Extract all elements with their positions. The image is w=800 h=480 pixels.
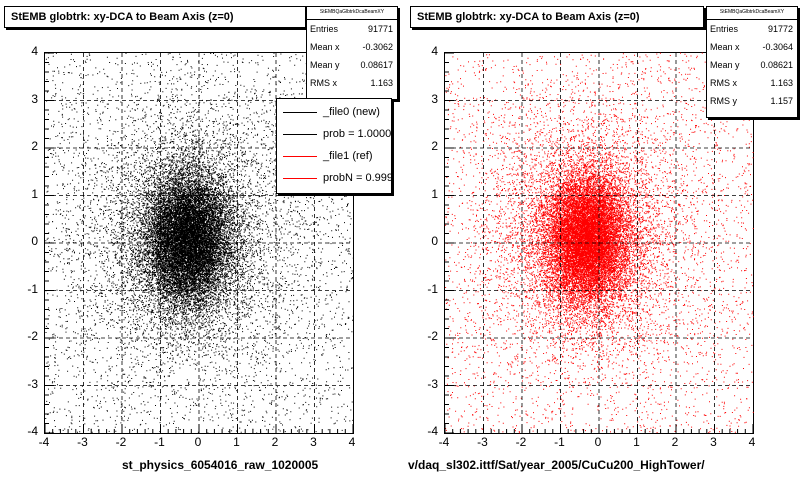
right-plot-title: StEMB globtrk: xy-DCA to Beam Axis (z=0) (410, 6, 704, 28)
legend-label: prob = 1.000000 (323, 128, 392, 140)
x-tick-label: -3 (477, 435, 488, 449)
stats-value: -0.3062 (362, 42, 393, 52)
legend-line-swatch (283, 133, 317, 135)
stats-row: Mean x -0.3064 (707, 38, 797, 56)
stats-row: Entries 91772 (707, 20, 797, 38)
legend-entry: _file1 (ref) (277, 145, 391, 167)
right-stats-header: StEMBQaGlbtrkDcaBeamXY (707, 7, 797, 20)
stats-row: Mean y 0.08621 (707, 56, 797, 74)
x-tick-label: 3 (710, 435, 717, 449)
stats-value: 0.08617 (360, 60, 393, 70)
stats-value: -0.3064 (762, 42, 793, 52)
y-tick-label: 1 (31, 186, 38, 201)
comparison-legend: _file0 (new) prob = 1.000000 _file1 (ref) p… (276, 98, 392, 194)
stats-label: Entries (310, 24, 339, 34)
stats-label: Mean x (310, 42, 340, 52)
x-tick-label: 2 (271, 435, 279, 449)
x-tick-label: -1 (554, 435, 565, 449)
left-plot-pad: -4 -3 -2 -1 0 1 2 3 4 -4 -3 -2 -1 0 1 2 3 4 StEMB globtrk… (4, 6, 398, 472)
stats-label: RMS x (310, 78, 337, 88)
x-tick-label: 2 (671, 435, 679, 449)
stats-row: Entries 91771 (307, 20, 397, 38)
x-tick-label: 4 (748, 435, 756, 449)
scatter-points-1 (445, 52, 754, 434)
y-tick-label: 4 (431, 44, 438, 58)
stats-value: 91772 (767, 24, 793, 34)
legend-line-swatch (283, 155, 317, 157)
x-tick-label: 1 (633, 435, 640, 449)
x-tick-label: -4 (38, 435, 50, 449)
stats-row: RMS y 1.157 (707, 92, 797, 110)
y-tick-label: 2 (431, 139, 438, 153)
y-tick-label: 0 (431, 234, 438, 248)
y-tick-label: -1 (27, 281, 38, 296)
y-tick-label: -4 (427, 424, 438, 438)
y-tick-label: -3 (427, 376, 438, 391)
stats-value: 91771 (367, 24, 393, 34)
stats-row: RMS x 1.163 (307, 74, 397, 92)
x-tick-label: 0 (594, 435, 602, 449)
left-x-axis-title: st_physics_6054016_raw_1020005 (122, 458, 319, 472)
y-tick-label: -3 (27, 376, 38, 391)
y-tick-label: 4 (31, 44, 38, 58)
right-x-axis-title: v/daq_sl302.ittf/Sat/year_2005/CuCu200_H… (408, 458, 705, 472)
left-stats-header: StEMBQaGlbtrkDcaBeamXY (307, 7, 397, 20)
y-tick-label: -2 (427, 329, 438, 343)
legend-label: _file0 (new) (323, 106, 380, 118)
stats-label: RMS x (710, 78, 737, 88)
right-scatter-plot (444, 52, 754, 434)
y-tick-label: -2 (27, 329, 38, 343)
left-stats-box: StEMBQaGlbtrkDcaBeamXY Entries 91771 Mean … (306, 6, 398, 100)
legend-entry: _file0 (new) (277, 101, 391, 123)
x-tick-label: 1 (233, 435, 240, 449)
legend-entry: probN = 0.999999 (277, 167, 391, 189)
right-plot-frame (444, 52, 754, 434)
legend-line-swatch (283, 177, 317, 179)
x-tick-label: -2 (115, 435, 127, 449)
x-tick-label: 4 (348, 435, 356, 449)
x-tick-label: -1 (154, 435, 165, 449)
stats-row: RMS x 1.163 (707, 74, 797, 92)
legend-label: probN = 0.999999 (323, 172, 391, 184)
y-tick-label: 3 (431, 91, 438, 106)
x-tick-label: 3 (310, 435, 317, 449)
y-tick-label: -4 (27, 424, 38, 438)
stats-label: Mean y (710, 60, 740, 70)
stats-value: 1.163 (770, 78, 793, 88)
stats-value: 1.163 (370, 78, 393, 88)
y-tick-label: 1 (431, 186, 438, 201)
legend-line-swatch (283, 111, 317, 113)
x-tick-label: -3 (77, 435, 88, 449)
x-tick-label: 0 (194, 435, 202, 449)
stats-row: Mean y 0.08617 (307, 56, 397, 74)
stats-row: Mean x -0.3062 (307, 38, 397, 56)
x-tick-label: -2 (515, 435, 527, 449)
y-tick-label: 3 (31, 91, 38, 106)
stats-value: 0.08621 (760, 60, 793, 70)
stats-label: Mean y (310, 60, 340, 70)
stats-value: 1.157 (770, 96, 793, 106)
y-tick-label: 0 (31, 234, 38, 248)
y-tick-label: -1 (427, 281, 438, 296)
right-plot-pad: -4 -3 -2 -1 0 1 2 3 4 -4 -3 -2 -1 0 1 2 3 4 StEMB globtrk… (400, 0, 800, 480)
legend-entry: prob = 1.000000 (277, 123, 391, 145)
x-tick-label: -4 (438, 435, 450, 449)
stats-label: RMS y (710, 96, 737, 106)
stats-label: Mean x (710, 42, 740, 52)
right-stats-box: StEMBQaGlbtrkDcaBeamXY Entries 91772 Mean … (706, 6, 798, 118)
stats-label: Entries (710, 24, 739, 34)
legend-label: _file1 (ref) (323, 150, 373, 162)
y-tick-label: 2 (31, 139, 38, 153)
left-plot-title: StEMB globtrk: xy-DCA to Beam Axis (z=0) (4, 6, 306, 28)
